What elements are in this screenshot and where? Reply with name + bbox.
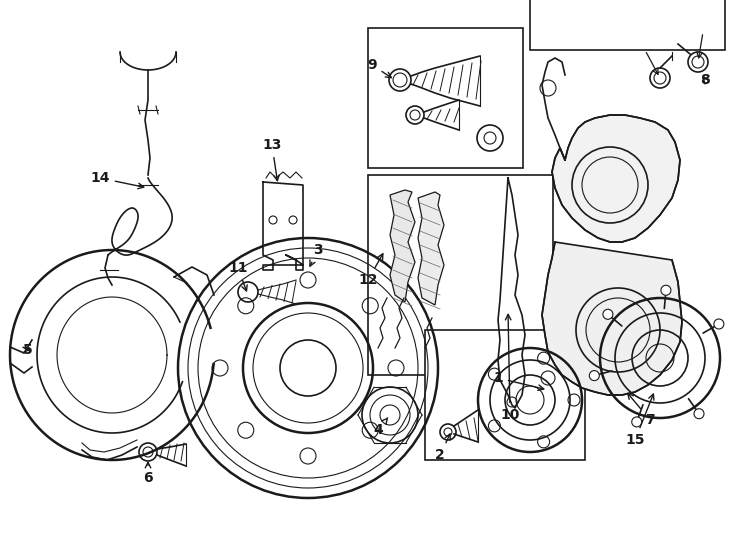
Circle shape [694,409,704,419]
Text: 9: 9 [367,58,391,78]
Text: 12: 12 [358,254,383,287]
Text: 6: 6 [143,462,153,485]
Text: 2: 2 [435,434,450,462]
Circle shape [714,319,724,329]
Text: 3: 3 [310,243,323,266]
Circle shape [632,417,642,427]
Circle shape [661,285,671,295]
Polygon shape [552,115,680,242]
Text: 13: 13 [262,138,282,181]
Text: 1: 1 [493,371,544,390]
Circle shape [589,370,600,381]
Circle shape [603,309,613,319]
Bar [425,330,585,460]
Bar [530,0,725,50]
Text: 14: 14 [90,171,144,188]
Text: 7: 7 [628,393,655,427]
Polygon shape [390,190,415,302]
Polygon shape [418,192,444,305]
Text: 11: 11 [228,261,248,291]
Text: 10: 10 [501,314,520,422]
Bar [368,175,553,375]
Text: 4: 4 [373,418,388,437]
Polygon shape [542,242,682,395]
Text: 5: 5 [23,343,33,357]
Text: 15: 15 [625,394,654,447]
Bar [368,28,523,168]
Text: 8: 8 [700,73,710,87]
